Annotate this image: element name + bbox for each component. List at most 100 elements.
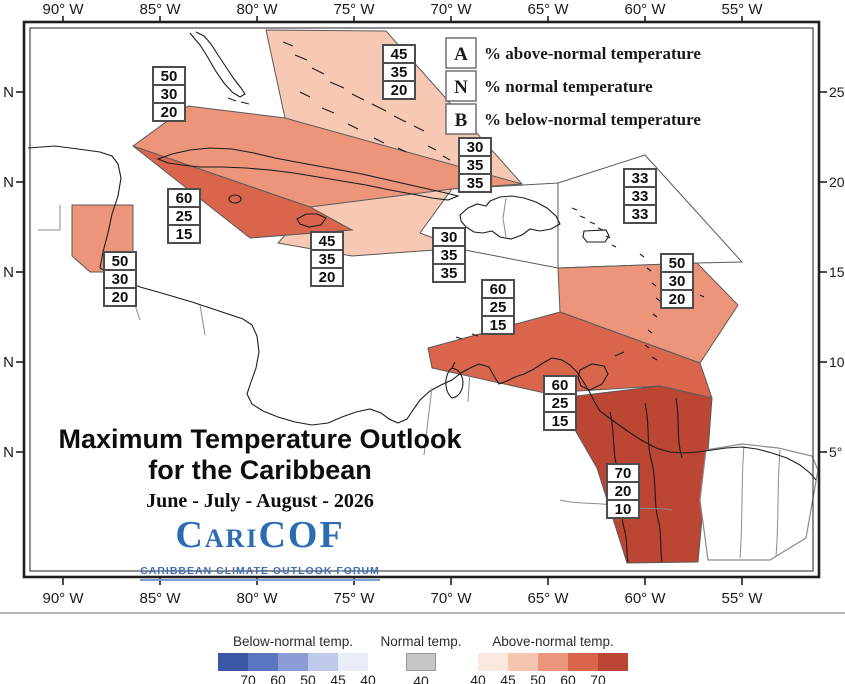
prob-above: 70 — [606, 463, 640, 483]
prob-above: 45 — [310, 231, 344, 251]
color-swatch — [598, 653, 628, 671]
lat-label: N — [3, 174, 14, 191]
prob-above: 30 — [432, 227, 466, 247]
tick-label: 45 — [500, 672, 516, 684]
prob-below: 15 — [167, 224, 201, 244]
key-letter-a: A — [454, 44, 468, 65]
prob-normal: 35 — [382, 62, 416, 82]
longitude-axis-top: 90° W 85° W 80° W 75° W 70° W 65° W 60° … — [42, 1, 763, 22]
latitude-axis-left: N N N N N — [3, 84, 23, 461]
lon-label: 60° W — [624, 1, 666, 18]
lon-label: 65° W — [527, 590, 569, 607]
logo-letters: COF — [258, 514, 345, 556]
prob-normal: 30 — [660, 271, 694, 291]
prob-box-belize: 50 30 20 — [103, 251, 137, 307]
lat-label: N — [3, 444, 14, 461]
prob-normal: 35 — [458, 155, 492, 175]
lat-label: 15 — [829, 264, 845, 280]
colorbar-normal: Normal temp. 40 — [346, 634, 496, 684]
lat-label: N — [3, 264, 14, 281]
key-letter-n: N — [454, 77, 468, 98]
prob-normal: 25 — [167, 206, 201, 226]
prob-normal: 35 — [432, 245, 466, 265]
tick-label: 40 — [360, 672, 376, 684]
prob-box-abc-coast: 60 25 15 — [481, 279, 515, 335]
colorbar-above-label: Above-normal temp. — [492, 634, 614, 649]
longitude-axis-bottom: 90° W 85° W 80° W 75° W 70° W 65° W 60° … — [42, 578, 763, 607]
colorbar-above-bar — [478, 653, 628, 671]
title-block: Maximum Temperature Outlook for the Cari… — [38, 424, 482, 581]
prob-normal: 33 — [623, 186, 657, 206]
prob-below: 20 — [310, 267, 344, 287]
lon-label: 70° W — [430, 590, 472, 607]
logo-subtitle: CARIBBEAN CLIMATE OUTLOOK FORUM — [140, 565, 380, 581]
colorbar-above-ticks: 40 45 50 60 70 — [463, 672, 613, 684]
lat-label: 25 — [829, 84, 845, 100]
prob-normal: 25 — [543, 393, 577, 413]
prob-above: 45 — [382, 44, 416, 64]
prob-below: 10 — [606, 499, 640, 519]
color-swatch — [508, 653, 538, 671]
color-swatch — [278, 653, 308, 671]
prob-below: 20 — [660, 289, 694, 309]
color-swatch — [406, 653, 436, 671]
region-cayman-west — [132, 145, 354, 239]
prob-normal: 35 — [310, 249, 344, 269]
isle-of-youth — [228, 194, 242, 204]
lat-label: 20 — [829, 174, 845, 190]
florida-keys — [227, 97, 250, 105]
prob-normal: 25 — [481, 297, 515, 317]
hispaniola-island — [459, 195, 561, 240]
color-swatch — [338, 653, 368, 671]
color-swatch — [218, 653, 248, 671]
prob-above: 30 — [458, 137, 492, 157]
left-ticks — [16, 91, 23, 453]
tick-label: 40 — [470, 672, 486, 684]
logo-letters: ARI — [204, 524, 259, 553]
key-letter-b: B — [455, 110, 468, 131]
key-box-b — [445, 103, 477, 135]
prob-box-windwards: 50 30 20 — [660, 253, 694, 309]
prob-box-cayman-west: 60 25 15 — [167, 188, 201, 244]
key-label-above: % above-normal temperature — [484, 44, 701, 63]
lon-label: 90° W — [42, 590, 84, 607]
lat-label: 10 — [829, 354, 845, 370]
prob-above: 50 — [152, 66, 186, 86]
florida-coast — [189, 31, 246, 98]
prob-below: 20 — [382, 80, 416, 100]
key-box-a — [445, 37, 477, 69]
logo-letter: C — [175, 514, 205, 556]
colorbar-normal-label: Normal temp. — [380, 634, 462, 649]
prob-normal: 20 — [606, 481, 640, 501]
latitude-axis-right: 25 20 15 10 5° — [820, 84, 845, 460]
color-swatch — [308, 653, 338, 671]
trinidad-tobago — [577, 351, 625, 391]
map-frame — [22, 20, 821, 579]
lat-label: N — [3, 354, 14, 371]
lon-label: 75° W — [333, 1, 375, 18]
lesser-antilles — [571, 207, 705, 361]
page-title-line1: Maximum Temperature Outlook — [58, 424, 462, 454]
colorbar-below-bar — [218, 653, 368, 671]
tick-label: 70 — [240, 672, 256, 684]
lon-label: 85° W — [139, 1, 181, 18]
page-title-line2: for the Caribbean — [148, 455, 372, 485]
map-key: A N B % above-normal temperature % norma… — [445, 37, 701, 135]
prob-box-jamaica-wedge: 45 35 20 — [310, 231, 344, 287]
bahamas-islands — [282, 41, 451, 161]
colorbar-below-label: Below-normal temp. — [232, 634, 354, 649]
lon-label: 75° W — [333, 590, 375, 607]
color-swatch — [538, 653, 568, 671]
color-swatch — [568, 653, 598, 671]
tick-label: 50 — [300, 672, 316, 684]
right-ticks — [820, 91, 827, 453]
lake-maracaibo — [445, 361, 464, 399]
prob-above: 50 — [660, 253, 694, 273]
lon-label: 85° W — [139, 590, 181, 607]
legend-separator-line — [0, 612, 845, 614]
prob-above: 60 — [481, 279, 515, 299]
prob-box-ne-caribbean: 33 33 33 — [623, 168, 657, 224]
lon-label: 90° W — [42, 1, 84, 18]
colorbar-below-ticks: 70 60 50 45 40 — [233, 672, 383, 684]
